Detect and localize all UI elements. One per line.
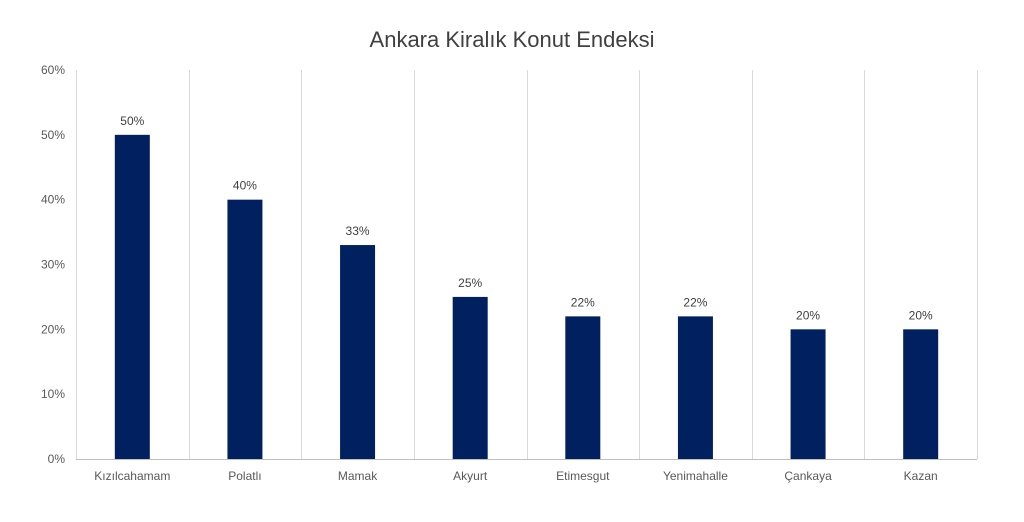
x-tick-label: Mamak [338, 469, 378, 483]
y-tick-label: 0% [48, 452, 66, 466]
y-tick-label: 20% [41, 322, 65, 336]
x-tick-label: Kızılcahamam [94, 469, 170, 483]
y-tick-label: 10% [41, 387, 65, 401]
x-tick-label: Akyurt [453, 469, 488, 483]
bar-layer [114, 134, 939, 460]
x-tick-label: Kazan [904, 469, 938, 483]
x-tick-label: Çankaya [784, 469, 832, 483]
data-label: 20% [909, 308, 933, 322]
data-label: 22% [571, 295, 595, 309]
y-tick-label: 40% [41, 193, 65, 207]
grid-layer [76, 70, 978, 460]
y-tick-label: 60% [41, 63, 65, 77]
chart-title: Ankara Kiralık Konut Endeksi [370, 27, 655, 52]
x-tick-label: Yenimahalle [663, 469, 728, 483]
bar [340, 245, 376, 459]
y-tick-label: 50% [41, 128, 65, 142]
x-tick-label: Polatlı [228, 469, 261, 483]
data-label: 33% [346, 224, 370, 238]
x-axis-ticks: Kızılcahamam Polatlı Mamak Akyurt Etimesgut Y… [94, 469, 937, 483]
x-tick-label: Etimesgut [556, 469, 610, 483]
label-layer: 50% 40% 33% 25% 22% 22% 20% 20% [120, 114, 933, 323]
bar [114, 134, 150, 460]
bar [565, 316, 601, 459]
data-label: 22% [683, 295, 707, 309]
data-label: 40% [233, 179, 257, 193]
y-tick-label: 30% [41, 258, 65, 272]
data-label: 20% [796, 308, 820, 322]
y-axis-ticks: 0% 10% 20% 30% 40% 50% 60% [41, 63, 65, 466]
bar [227, 199, 263, 459]
data-label: 25% [458, 276, 482, 290]
bar [903, 329, 939, 459]
bar [677, 316, 713, 459]
bar [452, 296, 488, 459]
data-label: 50% [120, 114, 144, 128]
bar [790, 329, 826, 459]
